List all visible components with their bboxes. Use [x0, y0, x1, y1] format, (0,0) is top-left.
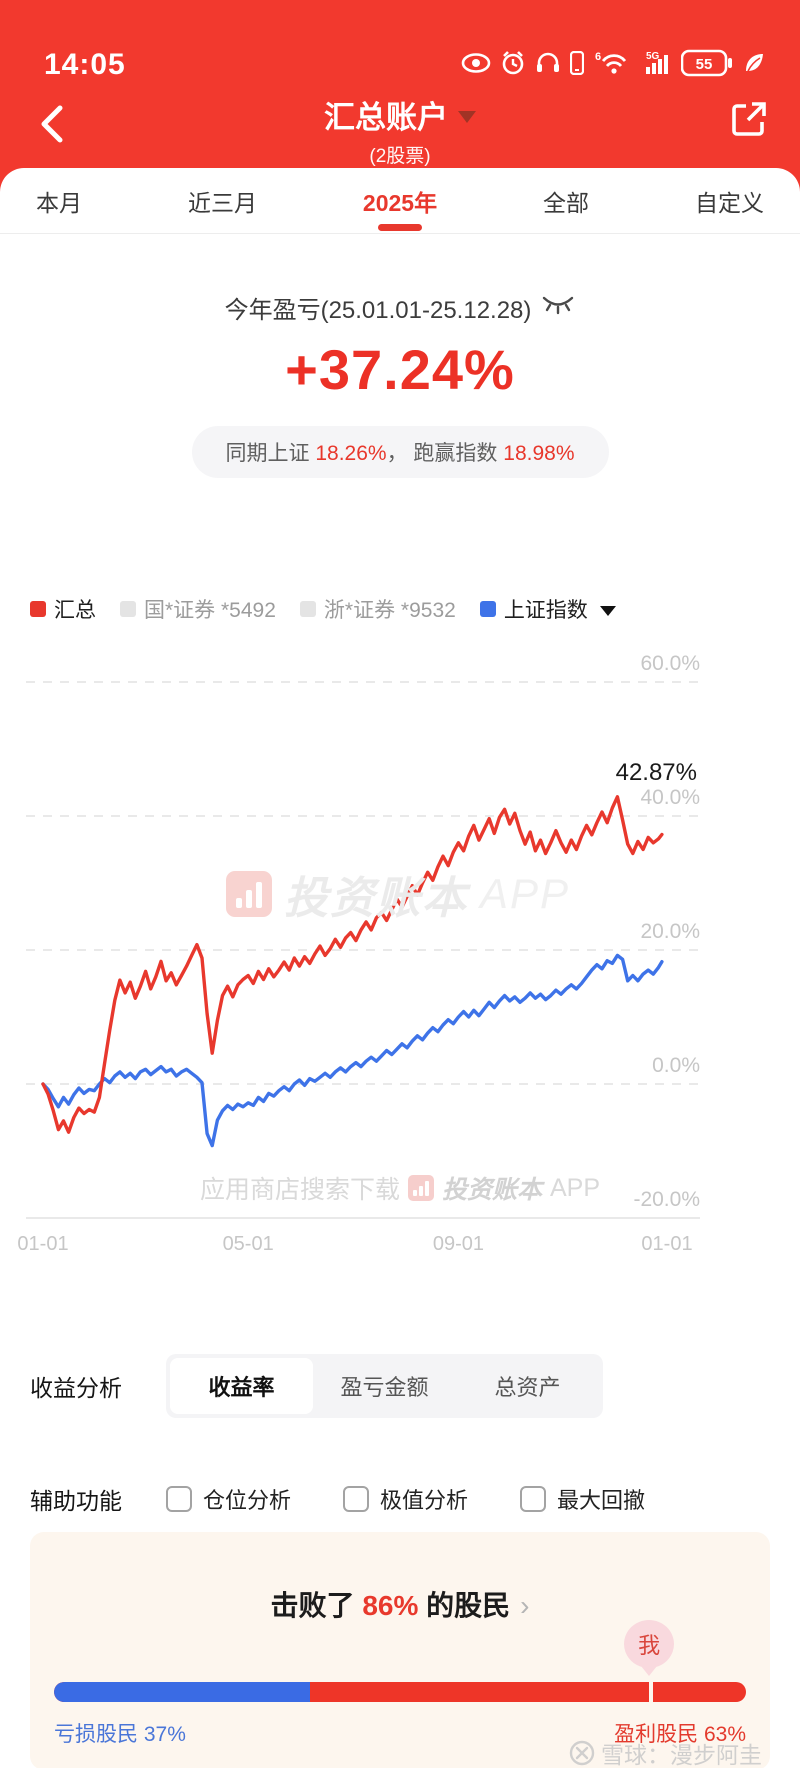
legend-swatch-red [30, 601, 46, 617]
alarm-clock-icon [500, 50, 526, 81]
eye-closed-icon[interactable] [541, 293, 575, 322]
svg-text:5G: 5G [646, 51, 660, 62]
active-tab-underline [377, 223, 422, 231]
legend-swatch-blue [479, 601, 496, 617]
power-saving-leaf-icon [742, 51, 766, 80]
yearly-pnl-value: +37.24% [285, 338, 515, 401]
me-marker-tail [641, 1666, 658, 1676]
x-axis-label: 05-01 [223, 1233, 274, 1255]
profit-analysis-row: 收益分析 收益率 盈亏金额 总资产 [0, 1354, 800, 1418]
loss-profit-bar [54, 1682, 746, 1702]
eye-protection-icon [461, 52, 491, 79]
app-header: 汇总账户 (2股票) [0, 90, 800, 188]
profit-shareholders-label: 盈利股民 63% [614, 1723, 746, 1746]
xueqiu-watermark: 雪球：漫步阿圭 [569, 1736, 762, 1768]
segment-pnl-amount[interactable]: 盈亏金额 [340, 1375, 429, 1400]
device-icon [569, 50, 585, 80]
tab-year-2025[interactable]: 2025年 [363, 168, 437, 234]
beat-percentile-card[interactable]: 击败了 86% 的股民 › 我 亏损股民 37% 盈利股民 63% 雪球：漫步阿圭 [30, 1532, 770, 1768]
y-axis-label: -20.0% [633, 1188, 700, 1211]
max-value-annotation: 42.87% [616, 759, 697, 786]
benchmark-pill: 同期上证 18.26%， 跑赢指数 18.98% [191, 426, 609, 478]
xueqiu-logo-icon [569, 1740, 595, 1766]
index-dropdown-caret-icon [599, 605, 616, 616]
me-position-notch [649, 1682, 654, 1702]
loss-shareholders-label: 亏损股民 37% [54, 1723, 186, 1746]
performance-chart[interactable]: 60.0% 40.0% 20.0% 0.0% -20.0% 01-01 05-01 09-01… [0, 630, 800, 1270]
checkbox-box-icon[interactable] [166, 1486, 192, 1512]
tab-current-month[interactable]: 本月 [36, 189, 82, 216]
back-button[interactable] [34, 100, 74, 153]
battery-icon: 55 [680, 49, 733, 82]
legend-swatch-gray [120, 601, 136, 617]
signal-5g-icon: 5G [638, 50, 672, 81]
legend-item-total[interactable]: 汇总 [30, 594, 96, 624]
checkbox-box-icon[interactable] [343, 1486, 370, 1512]
content-card: 本月 近三月 2025年 全部 自定义 今年盈亏(25.01.01-25.12.… [0, 168, 800, 1768]
status-icons: 6 5G 55 [461, 49, 766, 82]
status-bar: 14:05 6 5G 55 [0, 0, 800, 90]
period-tabs: 本月 近三月 2025年 全部 自定义 [0, 168, 800, 234]
profit-analysis-label: 收益分析 [30, 1375, 122, 1401]
series-line-汇总 [41, 795, 664, 1134]
legend-item-account-2[interactable]: 浙*证券 *9532 [299, 594, 456, 624]
tab-all[interactable]: 全部 [543, 189, 590, 216]
legend-item-account-1[interactable]: 国*证券 *5492 [120, 594, 276, 624]
clock-time: 14:05 [44, 48, 126, 81]
chevron-right-icon: › [520, 1590, 530, 1621]
x-axis-label: 01-01 [641, 1233, 692, 1255]
tab-last-3-months[interactable]: 近三月 [187, 189, 257, 216]
share-button[interactable] [728, 98, 770, 145]
line-chart-svg: 60.0% 40.0% 20.0% 0.0% -20.0% 01-01 05-01 09-01… [17, 652, 700, 1255]
checkbox-box-icon[interactable] [520, 1486, 547, 1512]
summary-block: 今年盈亏(25.01.01-25.12.28) +37.24% 同期上证 18.… [0, 290, 800, 478]
svg-text:6: 6 [595, 51, 601, 63]
checkbox-position-analysis[interactable]: 仓位分析 [166, 1483, 291, 1515]
series-line-上证指数 [41, 953, 664, 1148]
account-title-block[interactable]: 汇总账户 (2股票) [0, 92, 800, 168]
percentile-bar-zone: 我 [54, 1620, 746, 1702]
loss-segment [54, 1682, 311, 1702]
beat-title: 击败了 86% 的股民 › [270, 1590, 530, 1621]
y-axis-label: 40.0% [640, 786, 700, 809]
legend-item-index[interactable]: 上证指数 [479, 594, 616, 624]
svg-text:55: 55 [696, 56, 713, 73]
page-title: 汇总账户 [324, 100, 448, 135]
x-axis-label: 09-01 [433, 1233, 484, 1255]
period-label: 今年盈亏(25.01.01-25.12.28) [224, 297, 532, 324]
account-subtitle: (2股票) [369, 146, 431, 167]
x-axis-label: 01-01 [17, 1233, 68, 1255]
segment-total-assets[interactable]: 总资产 [494, 1375, 561, 1400]
benchmark-value: 18.26% [315, 442, 387, 465]
outperform-value: 18.98% [503, 442, 575, 465]
y-axis-label: 0.0% [652, 1054, 700, 1077]
bar-labels: 亏损股民 37% 盈利股民 63% [30, 1718, 770, 1748]
me-label: 我 [624, 1620, 675, 1668]
y-axis-label: 60.0% [640, 652, 700, 675]
headset-icon [535, 50, 561, 81]
legend-swatch-gray [299, 601, 316, 617]
checkbox-max-drawdown[interactable]: 最大回撤 [520, 1483, 645, 1515]
beat-percent: 86% [362, 1590, 419, 1621]
y-axis-label: 20.0% [640, 920, 700, 943]
metric-segmented-control: 收益率 盈亏金额 总资产 [166, 1354, 603, 1418]
wifi6-icon: 6 [593, 50, 629, 81]
segment-return-rate[interactable]: 收益率 [170, 1358, 313, 1414]
chart-legend: 汇总 国*证券 *5492 浙*证券 *9532 上证指数 [0, 594, 800, 624]
tab-custom[interactable]: 自定义 [694, 189, 764, 216]
aux-functions-row: 辅助功能 仓位分析 极值分析 最大回撤 [0, 1482, 800, 1516]
account-dropdown-caret-icon [458, 110, 476, 123]
checkbox-extreme-analysis[interactable]: 极值分析 [343, 1483, 468, 1515]
me-marker: 我 [624, 1620, 675, 1676]
aux-functions-label: 辅助功能 [30, 1488, 122, 1514]
